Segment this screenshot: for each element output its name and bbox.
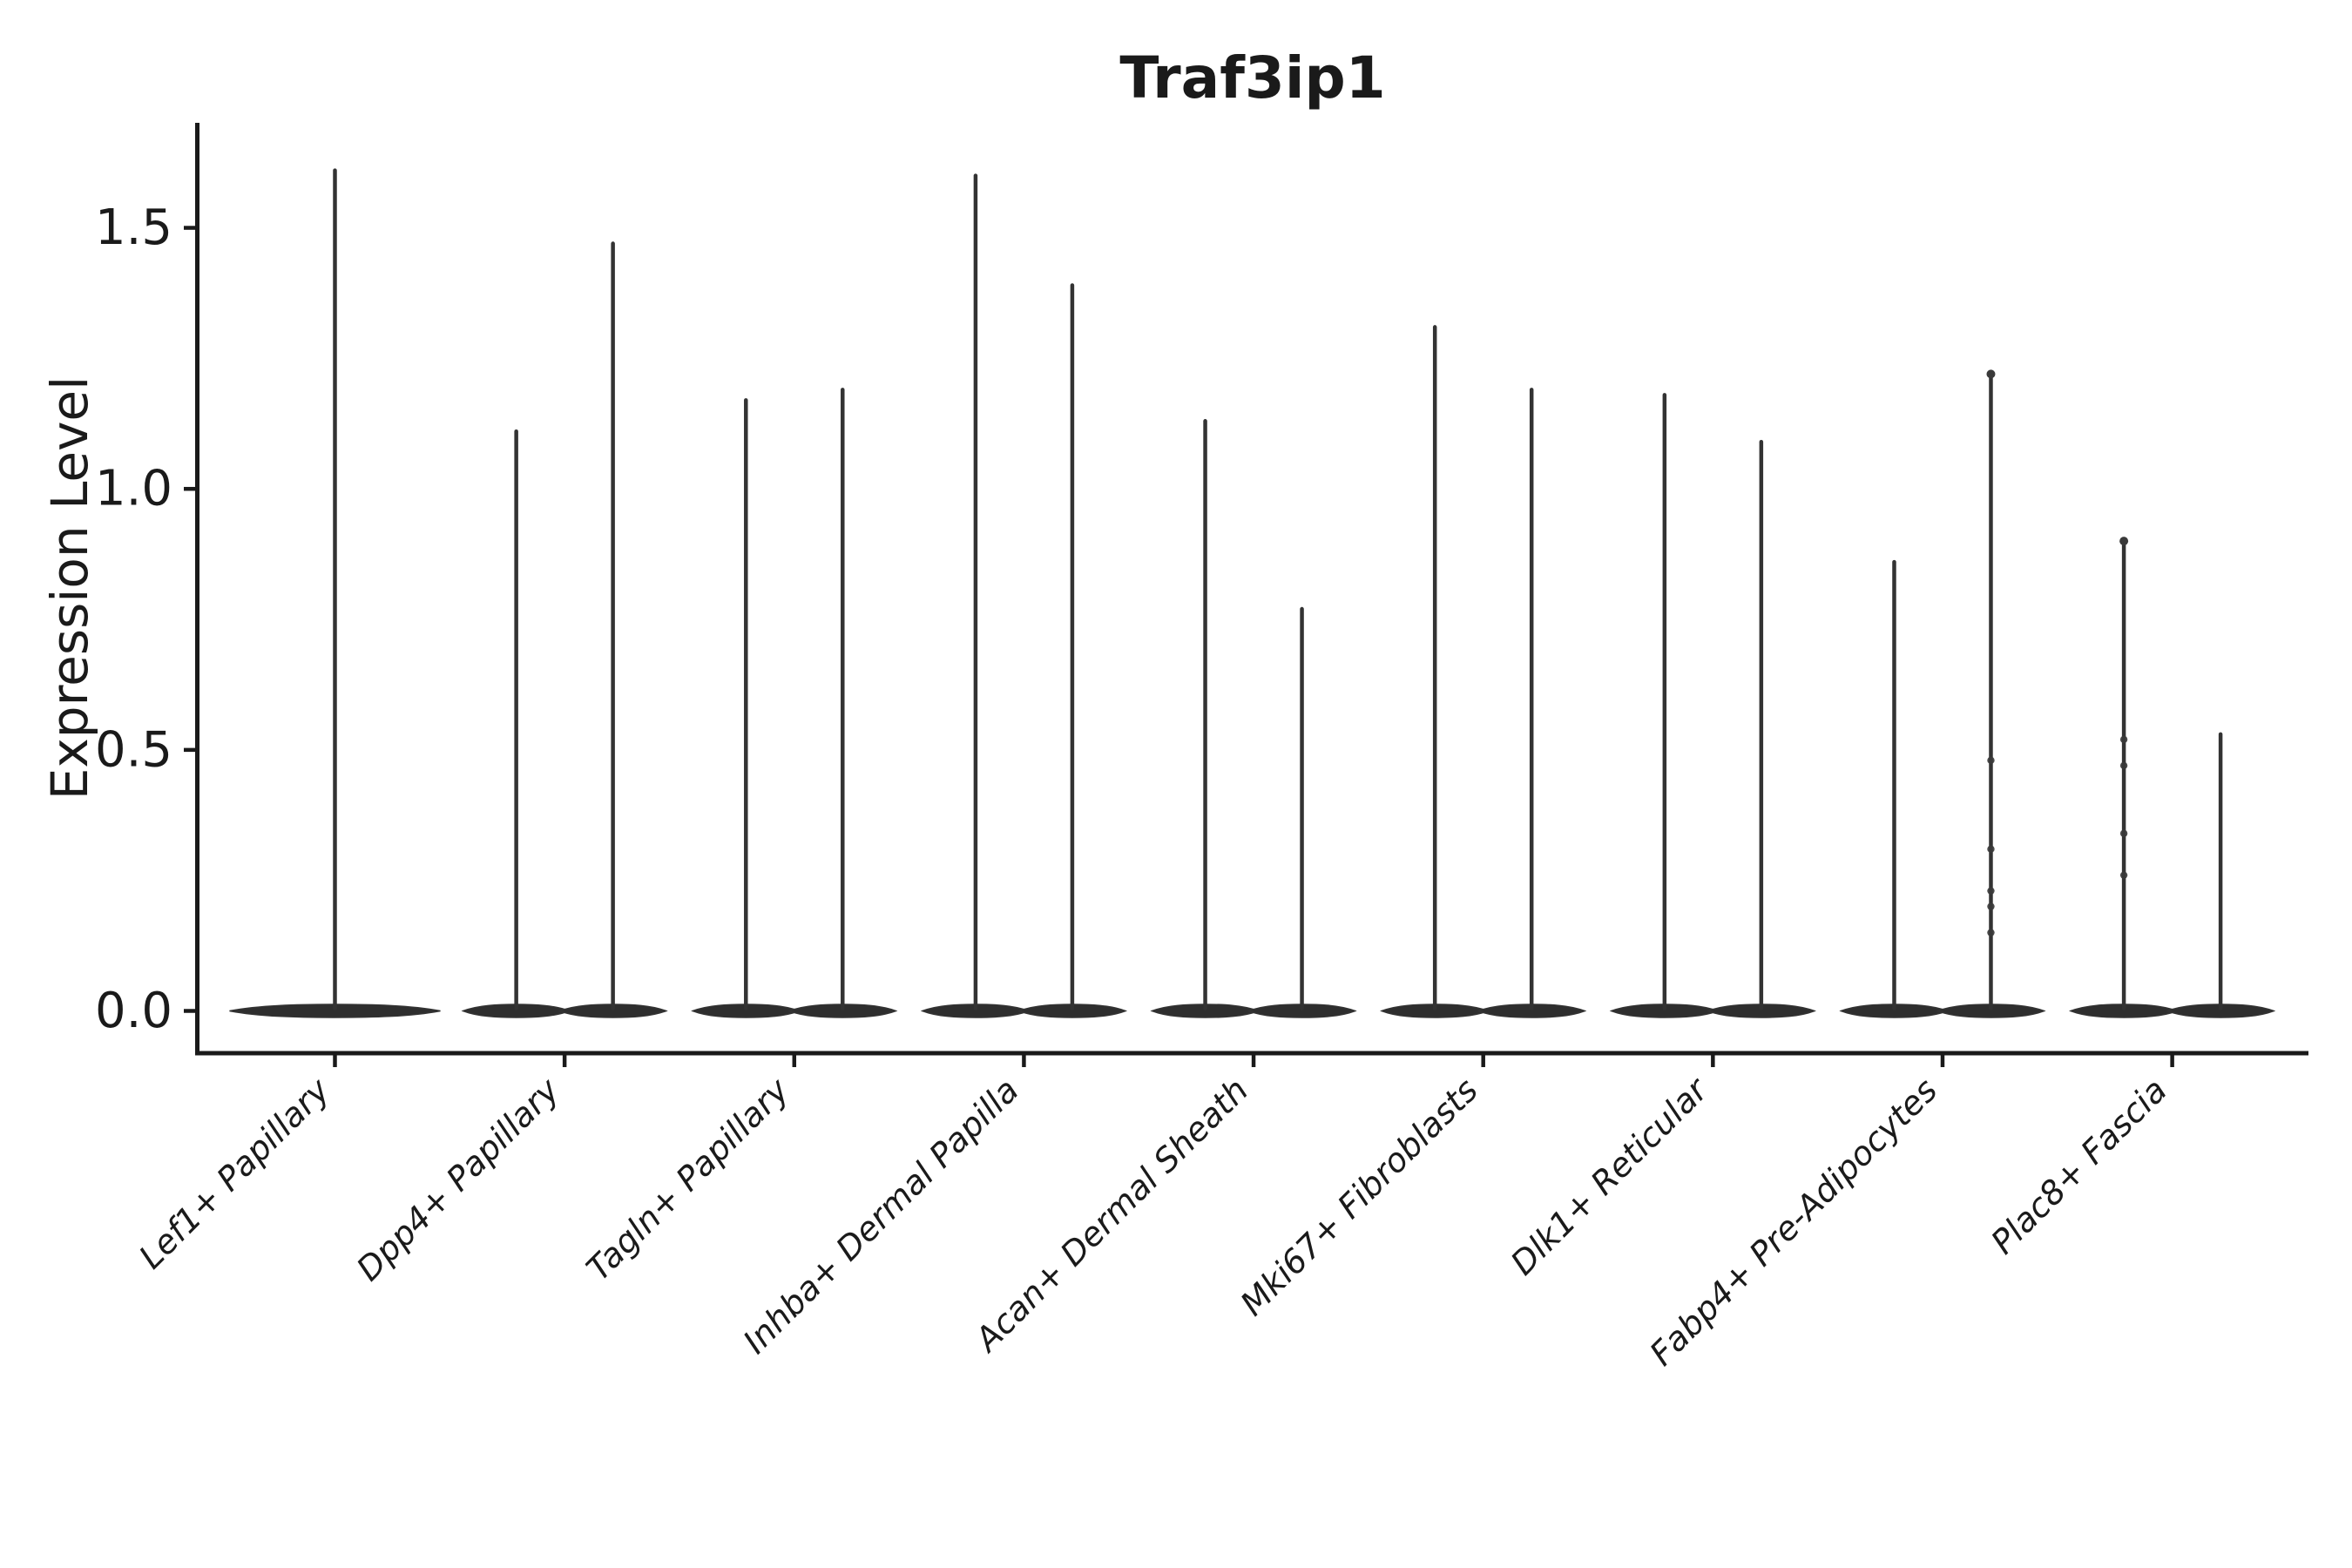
axes-layer [184, 123, 2308, 1067]
y-tick-label: 0.5 [95, 721, 172, 778]
violin-base [787, 1004, 898, 1018]
violin-base [229, 1004, 441, 1018]
violin-base [1706, 1004, 1816, 1018]
y-tick-label: 0.0 [95, 983, 172, 1039]
violin-base [1247, 1004, 1357, 1018]
y-tick-label: 1.0 [95, 461, 172, 517]
violin-category [1609, 393, 1816, 1018]
cell-point [1987, 756, 1995, 765]
chart-title: Traf3ip1 [1119, 44, 1385, 112]
cell-point [1987, 929, 1995, 936]
violin-base [1936, 1004, 2046, 1018]
cell-point [2119, 829, 2128, 837]
violin-category [461, 241, 668, 1018]
violin-base [1477, 1004, 1587, 1018]
violin-category [1839, 369, 2046, 1018]
cell-point [2119, 735, 2128, 744]
y-axis-label: Expression Level [40, 376, 99, 800]
cell-point [2119, 871, 2128, 879]
cell-point-max [1986, 369, 1996, 379]
violins-layer [229, 168, 2276, 1018]
cell-point-max [2119, 537, 2129, 546]
cell-point [1987, 845, 1995, 853]
cell-point [1987, 887, 1995, 895]
violin-base [2166, 1004, 2276, 1018]
violin-category [2069, 537, 2276, 1018]
violin-category [1150, 419, 1357, 1018]
violin-category [691, 388, 898, 1018]
y-tick-label: 1.5 [95, 199, 172, 256]
violin-category [920, 173, 1128, 1018]
cell-point [2119, 761, 2128, 770]
cell-point [1987, 902, 1995, 910]
violin-base [558, 1004, 668, 1018]
violin-category [229, 168, 441, 1018]
violin-base [1017, 1004, 1128, 1018]
violin-category [1380, 325, 1587, 1018]
